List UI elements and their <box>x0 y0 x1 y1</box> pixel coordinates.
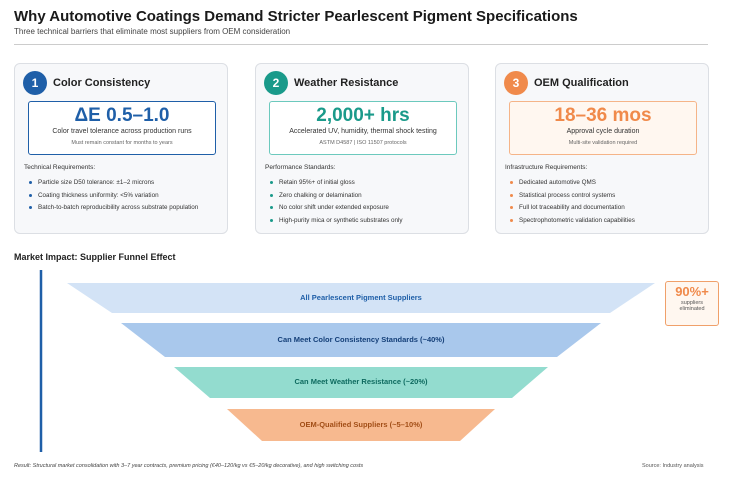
badge: 2 <box>264 71 288 95</box>
list-item: Retain 95%+ of initial gloss <box>279 179 355 186</box>
stage-label: Can Meet Weather Resistance (~20%) <box>294 377 428 386</box>
bullet <box>510 193 513 197</box>
section-label: Technical Requirements: <box>24 164 96 171</box>
list-item: Dedicated automotive QMS <box>519 179 596 186</box>
funnel-title: Market Impact: Supplier Funnel Effect <box>14 252 176 262</box>
subtitle: Three technical barriers that eliminate … <box>14 27 291 36</box>
metric-box: 18–36 mos Approval cycle duration Multi-si… <box>509 101 697 155</box>
funnel-stage <box>174 367 548 398</box>
footer-note: Result: Structural market consolidation … <box>14 463 364 469</box>
callout: 90%+ suppliers eliminated <box>665 281 719 326</box>
badge: 3 <box>504 71 528 95</box>
stage-label: Can Meet Color Consistency Standards (~4… <box>278 335 445 344</box>
bullet <box>510 206 513 209</box>
list-item: Statistical process control systems <box>519 191 616 199</box>
bullet <box>270 218 273 222</box>
funnel-stage <box>227 409 495 441</box>
metric-caption: Color travel tolerance across production… <box>52 128 192 135</box>
section-label: Performance Standards: <box>265 164 336 171</box>
metric-note: ASTM D4587 | ISO 11507 protocols <box>319 140 407 146</box>
list-item: Batch-to-batch reproducibility across su… <box>38 204 199 211</box>
metric-box: ΔE 0.5–1.0 Color travel tolerance across … <box>28 101 216 155</box>
callout-value: 90%+ <box>675 284 709 299</box>
funnel: All Pearlescent Pigment Suppliers Can Me… <box>39 270 655 452</box>
card-title: Color Consistency <box>53 77 151 89</box>
title: Why Automotive Coatings Demand Stricter … <box>14 8 578 25</box>
card: 2 Weather Resistance 2,000+ hrs Accelerated… <box>255 63 469 234</box>
bullet <box>270 181 273 184</box>
list-item: Coating thickness uniformity: <5% variat… <box>38 191 159 199</box>
funnel-stage <box>67 283 655 313</box>
metric-note: Must remain constant for months to years <box>71 140 173 146</box>
card: 3 OEM Qualification 18–36 mos Approval cycl… <box>495 63 709 234</box>
card: 1 Color Consistency ΔE 0.5–1.0 Color travel… <box>14 63 228 234</box>
metric: ΔE 0.5–1.0 <box>74 105 170 126</box>
stage-label: OEM-Qualified Suppliers (~5–10%) <box>300 420 423 429</box>
list-item: No color shift under extended exposure <box>279 204 389 211</box>
metric: 2,000+ hrs <box>316 105 410 126</box>
list-item: Spectrophotometric validation capabiliti… <box>519 216 635 224</box>
funnel-stage <box>121 323 601 357</box>
stage-label: All Pearlescent Pigment Suppliers <box>300 293 422 302</box>
bullet <box>270 206 273 209</box>
badge: 1 <box>23 71 47 95</box>
metric-note: Multi-site validation required <box>568 140 638 146</box>
divider <box>14 44 708 45</box>
bullet <box>510 218 513 222</box>
bullet <box>29 206 32 209</box>
metric-caption: Accelerated UV, humidity, thermal shock … <box>289 128 437 135</box>
bullet <box>510 181 513 184</box>
metric: 18–36 mos <box>554 105 652 126</box>
callout-label: suppliers eliminated <box>679 300 705 312</box>
bullet <box>270 193 273 197</box>
footer-source: Source: Industry analysis <box>642 463 704 469</box>
bullet <box>29 193 32 197</box>
card-title: OEM Qualification <box>534 77 629 89</box>
section-label: Infrastructure Requirements: <box>505 164 588 171</box>
card-title: Weather Resistance <box>294 77 399 89</box>
list-item: High-purity mica or synthetic substrates… <box>279 216 403 224</box>
bullet <box>29 181 32 184</box>
list-item: Zero chalking or delamination <box>279 191 362 199</box>
list-item: Particle size D50 tolerance: ±1–2 micron… <box>38 179 155 186</box>
list-item: Full lot traceability and documentation <box>519 204 625 211</box>
metric-caption: Approval cycle duration <box>566 128 640 135</box>
metric-box: 2,000+ hrs Accelerated UV, humidity, ther… <box>269 101 457 155</box>
